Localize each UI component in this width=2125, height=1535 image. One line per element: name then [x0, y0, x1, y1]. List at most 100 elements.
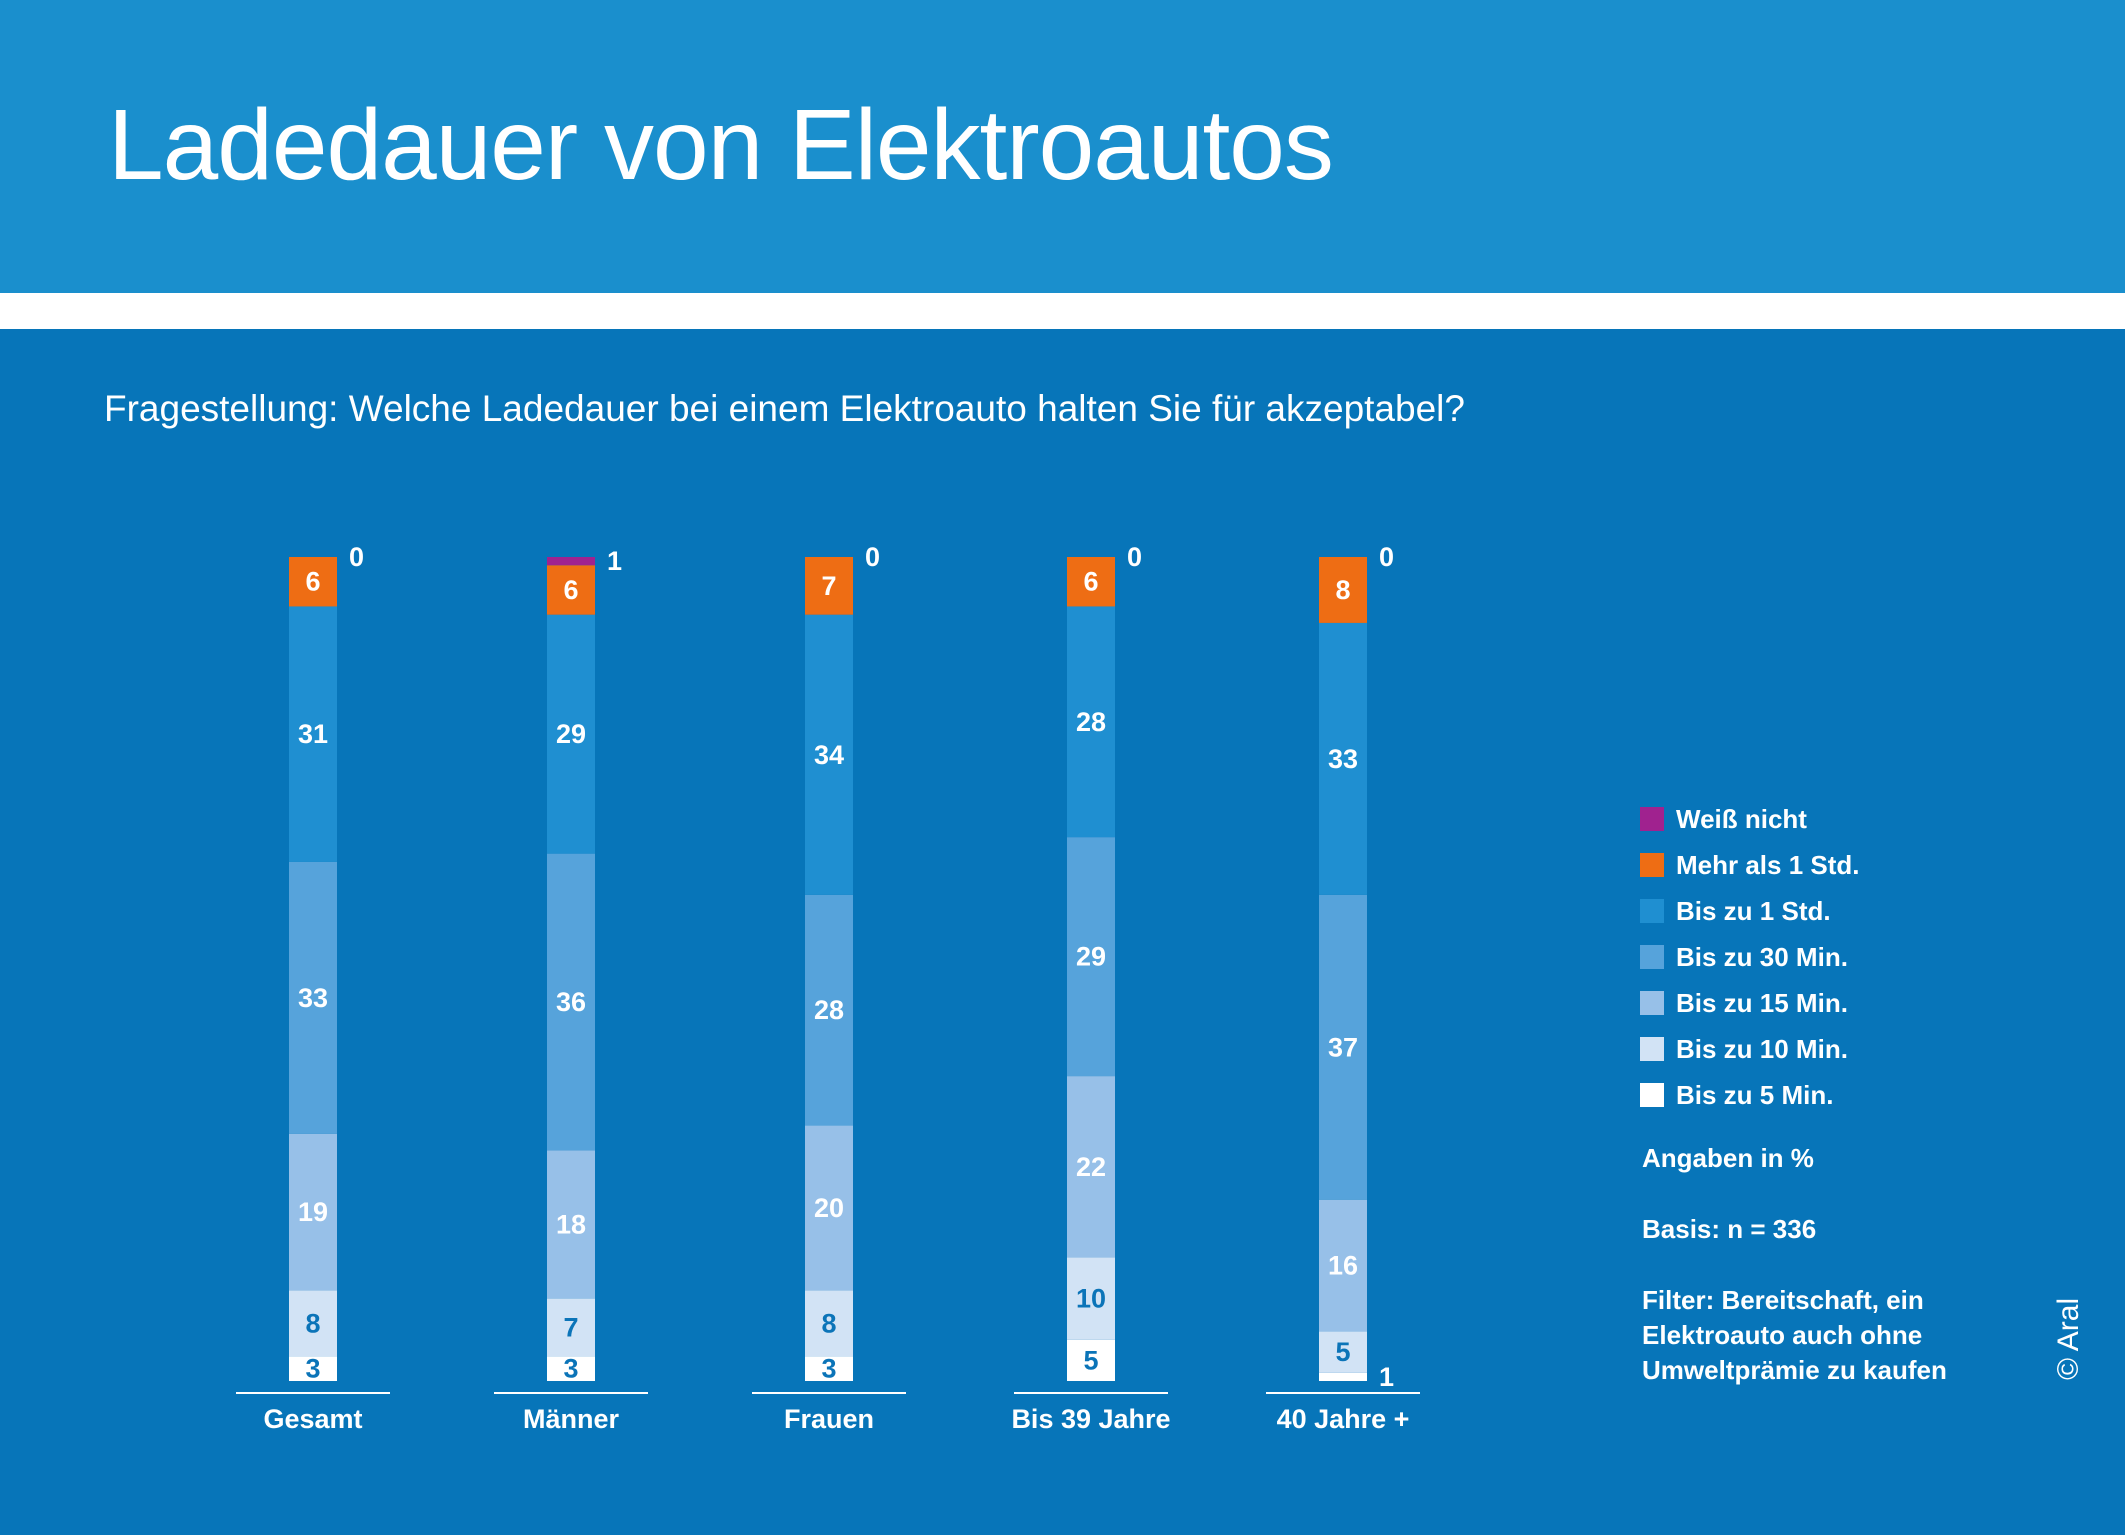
legend-label: Bis zu 1 Std. [1676, 895, 1831, 926]
header-band [0, 0, 2125, 293]
data-label: 29 [1076, 942, 1106, 972]
legend-swatch [1640, 1083, 1664, 1107]
legend-label: Bis zu 15 Min. [1676, 987, 1848, 1018]
bar-segment [289, 557, 337, 607]
bar-segment [547, 565, 595, 615]
data-label: 22 [1076, 1152, 1106, 1182]
legend-item-bis-1-std: Bis zu 1 Std. [1640, 888, 1860, 934]
bar-segment [289, 606, 337, 862]
page-title: Ladedauer von Elektroautos [108, 89, 1334, 201]
bar-segment [547, 557, 595, 566]
bar-segment [805, 1290, 853, 1357]
data-label: 3 [821, 1354, 836, 1384]
data-label: 6 [563, 575, 578, 605]
bar-segment [547, 1298, 595, 1357]
data-label: 29 [556, 719, 586, 749]
bar-segment [547, 1356, 595, 1381]
data-label: 7 [563, 1312, 578, 1342]
legend-swatch [1640, 1037, 1664, 1061]
legend-item-bis-15-min: Bis zu 15 Min. [1640, 980, 1860, 1026]
category-label: 40 Jahre + [1277, 1404, 1410, 1434]
bar-segment [1319, 622, 1367, 895]
data-label: 19 [298, 1197, 328, 1227]
data-label: 37 [1328, 1032, 1358, 1062]
copyright-text: © Aral [2052, 1297, 2085, 1380]
data-label: 8 [821, 1308, 836, 1338]
data-label: 3 [563, 1354, 578, 1384]
bar-segment [289, 1290, 337, 1357]
bar-segment [1319, 894, 1367, 1200]
data-label-outside: 0 [1127, 542, 1142, 572]
legend-label: Mehr als 1 Std. [1676, 849, 1860, 880]
bar-segment [805, 894, 853, 1126]
data-label: 36 [556, 987, 586, 1017]
data-label: 28 [1076, 707, 1106, 737]
bar-segment [1067, 1339, 1115, 1381]
legend-label: Bis zu 5 Min. [1676, 1079, 1834, 1110]
data-label: 6 [305, 567, 320, 597]
unit-note: Angaben in % [1642, 1143, 1814, 1173]
bar-segment [547, 853, 595, 1151]
bar-segment [805, 1356, 853, 1381]
data-label: 6 [1083, 567, 1098, 597]
legend-label: Weiß nicht [1676, 803, 1807, 834]
bar-segment [289, 861, 337, 1134]
basis-note: Basis: n = 336 [1642, 1214, 1817, 1244]
legend-swatch [1640, 853, 1664, 877]
legend-item-bis-5-min: Bis zu 5 Min. [1640, 1072, 1860, 1118]
data-label-outside: 1 [1379, 1362, 1394, 1392]
legend-item-bis-10-min: Bis zu 10 Min. [1640, 1026, 1860, 1072]
question-text: Fragestellung: Welche Ladedauer bei eine… [104, 388, 1465, 429]
data-label: 3 [305, 1354, 320, 1384]
legend: Weiß nicht Mehr als 1 Std. Bis zu 1 Std.… [1640, 796, 1860, 1118]
category-label: Bis 39 Jahre [1011, 1404, 1170, 1434]
legend-item-weiss-nicht: Weiß nicht [1640, 796, 1860, 842]
chart-area-background [0, 329, 2125, 1535]
data-label: 18 [556, 1209, 586, 1239]
legend-label: Bis zu 10 Min. [1676, 1033, 1848, 1064]
data-label-outside: 0 [1379, 542, 1394, 572]
legend-label: Bis zu 30 Min. [1676, 941, 1848, 972]
bar-segment [1319, 1199, 1367, 1332]
bar-segment [289, 1356, 337, 1381]
bar-segment [289, 1133, 337, 1291]
bar-segment [805, 1125, 853, 1291]
divider-strip [0, 293, 2125, 329]
data-label-outside: 0 [865, 542, 880, 572]
filter-note: Filter: Bereitschaft, ein Elektroauto au… [1642, 1285, 1947, 1385]
category-label: Männer [523, 1404, 620, 1434]
data-label: 28 [814, 995, 844, 1025]
bar-segment [1319, 1331, 1367, 1373]
bar-segment [1319, 557, 1367, 623]
data-label: 10 [1076, 1284, 1106, 1314]
data-label: 33 [1328, 744, 1358, 774]
bar-segment [1319, 1372, 1367, 1381]
legend-swatch [1640, 807, 1664, 831]
data-label: 5 [1083, 1345, 1098, 1375]
data-label: 8 [305, 1308, 320, 1338]
data-label: 7 [821, 571, 836, 601]
data-label: 31 [298, 719, 328, 749]
category-label: Frauen [784, 1404, 874, 1434]
bar-segment [805, 557, 853, 615]
bar-segment [1067, 1076, 1115, 1258]
bar-segment [805, 614, 853, 895]
data-label: 5 [1335, 1337, 1350, 1367]
category-label: Gesamt [263, 1404, 362, 1434]
bar-segment [1067, 606, 1115, 838]
data-label-outside: 0 [349, 542, 364, 572]
legend-swatch [1640, 991, 1664, 1015]
legend-item-bis-30-min: Bis zu 30 Min. [1640, 934, 1860, 980]
legend-item-mehr-als-1-std: Mehr als 1 Std. [1640, 842, 1860, 888]
legend-swatch [1640, 899, 1664, 923]
bar-segment [1067, 1257, 1115, 1340]
data-label: 16 [1328, 1251, 1358, 1281]
bar-segment [1067, 557, 1115, 607]
legend-swatch [1640, 945, 1664, 969]
data-label: 20 [814, 1193, 844, 1223]
data-label-outside: 1 [607, 546, 622, 576]
bar-segment [547, 614, 595, 854]
data-label: 33 [298, 983, 328, 1013]
data-label: 34 [814, 740, 844, 770]
